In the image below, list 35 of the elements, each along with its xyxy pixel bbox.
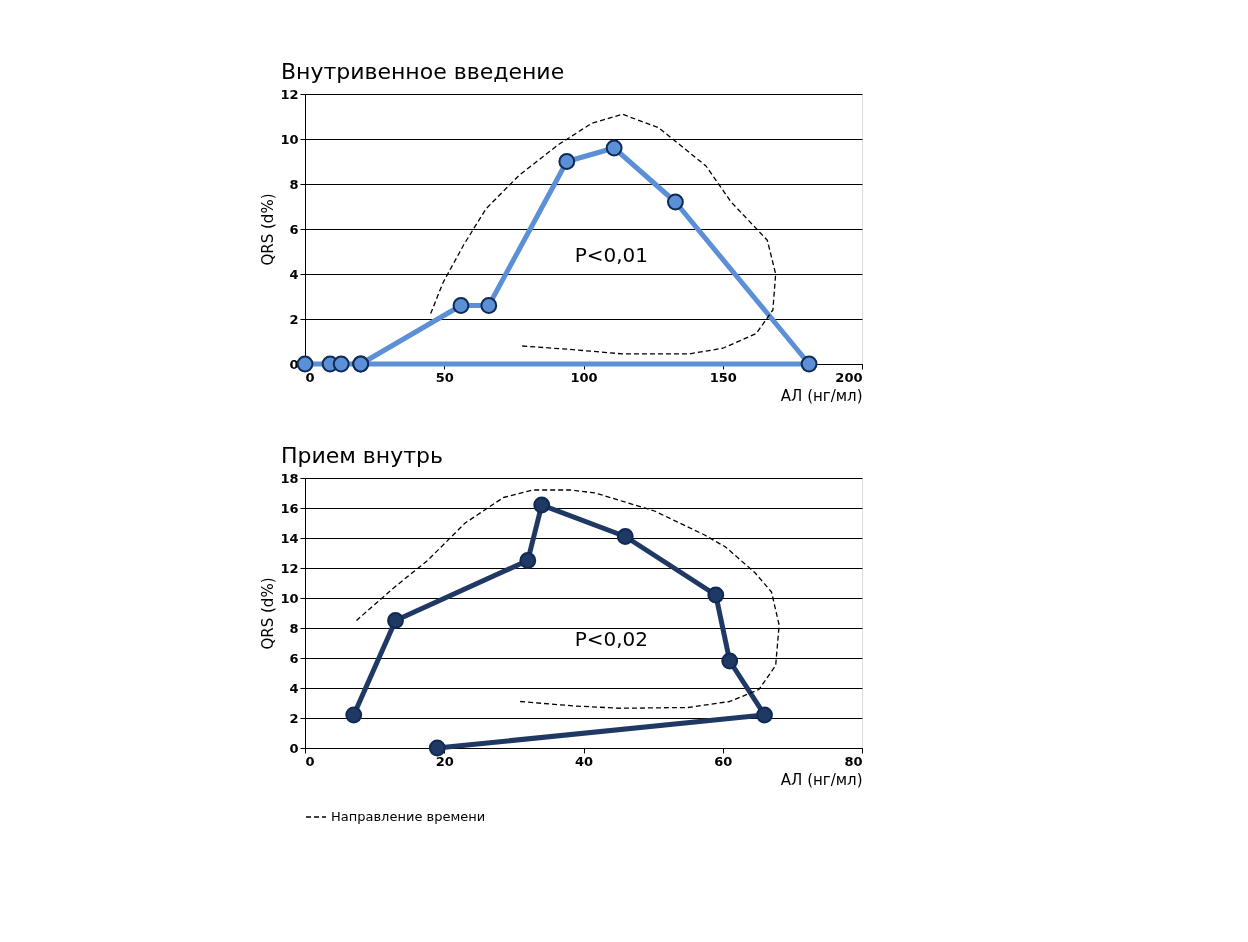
y-tick-label: 8	[289, 176, 299, 192]
x-tick-label: 0	[305, 753, 315, 769]
y-axis-title: QRS (d%)	[259, 577, 278, 650]
y-tick-label: 12	[280, 86, 299, 102]
chart-title: Внутривенное введение	[280, 59, 565, 84]
x-tick-label: 20	[435, 753, 454, 769]
y-tick-label: 18	[280, 470, 299, 486]
y-tick-label: 10	[280, 590, 299, 606]
y-tick-label: 8	[289, 620, 299, 636]
y-tick-label: 6	[289, 650, 299, 666]
y-tick-label: 6	[289, 221, 299, 237]
x-tick-label: 60	[714, 753, 733, 769]
x-tick-label: 50	[435, 369, 454, 385]
y-tick-label: 10	[280, 131, 299, 147]
x-tick-label: 0	[305, 369, 315, 385]
y-axis-title: QRS (d%)	[259, 193, 278, 266]
x-tick-label: 200	[835, 369, 863, 385]
y-tick-label: 2	[289, 710, 299, 726]
x-tick-label: 150	[709, 369, 737, 385]
x-tick-label: 40	[574, 753, 594, 769]
y-tick-label: 0	[289, 740, 299, 756]
y-tick-label: 4	[289, 266, 299, 282]
y-tick-label: 16	[280, 500, 299, 516]
x-tick-label: 80	[844, 753, 863, 769]
chart-title: Прием внутрь	[280, 443, 443, 468]
legend-label: Направление времени	[331, 809, 486, 824]
x-tick-label: 100	[570, 369, 598, 385]
x-axis-title: АЛ (нг/мл)	[780, 770, 863, 789]
y-tick-label: 4	[289, 680, 299, 696]
annotation: P<0,02	[574, 627, 649, 651]
x-axis-title: АЛ (нг/мл)	[780, 386, 863, 405]
y-tick-label: 12	[280, 560, 299, 576]
annotation: P<0,01	[574, 243, 649, 267]
y-tick-label: 14	[280, 530, 299, 546]
y-tick-label: 2	[289, 311, 299, 327]
